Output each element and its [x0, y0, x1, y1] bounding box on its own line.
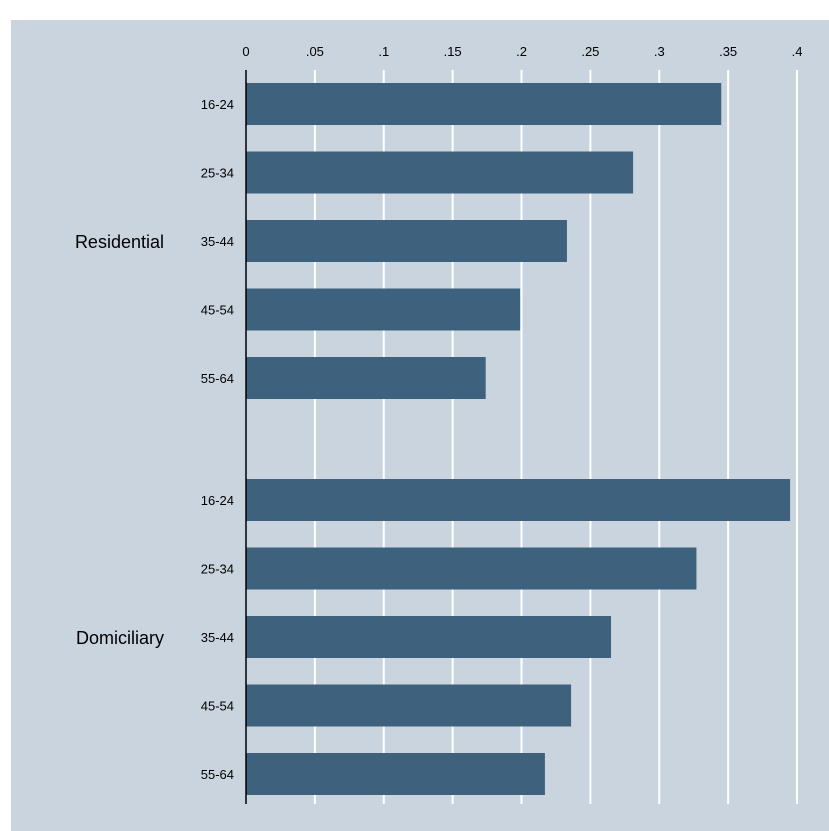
bar [246, 616, 612, 658]
category-label: 16-24 [201, 97, 234, 112]
x-tick-label: .1 [378, 44, 389, 59]
x-tick-label: .35 [719, 44, 737, 59]
x-tick-label: .4 [792, 44, 803, 59]
bar [246, 220, 567, 262]
x-tick-label: 0 [242, 44, 249, 59]
category-label: 35-44 [201, 630, 234, 645]
bar [246, 83, 722, 125]
category-label: 25-34 [201, 166, 234, 181]
bar [246, 753, 545, 795]
x-tick-label: .25 [581, 44, 599, 59]
category-label: 45-54 [201, 699, 234, 714]
bar [246, 357, 486, 399]
x-tick-label: .05 [306, 44, 324, 59]
labels: 0 .05 .1 .15 .2 .25 .3 .35 .4 16-24 25-34 35-44 45-5… [75, 44, 802, 782]
group-label: Residential [75, 232, 164, 252]
bar [246, 288, 521, 331]
bar [246, 479, 791, 521]
bar [246, 684, 572, 727]
bar [246, 547, 697, 590]
category-label: 45-54 [201, 303, 234, 318]
bar [246, 151, 634, 194]
group-label: Domiciliary [76, 628, 164, 648]
x-tick-label: .15 [444, 44, 462, 59]
x-tick-label: .3 [654, 44, 665, 59]
x-tick-label: .2 [516, 44, 527, 59]
category-label: 55-64 [201, 371, 234, 386]
bars [246, 83, 791, 795]
category-label: 25-34 [201, 562, 234, 577]
category-label: 16-24 [201, 493, 234, 508]
category-label: 55-64 [201, 767, 234, 782]
category-label: 35-44 [201, 234, 234, 249]
